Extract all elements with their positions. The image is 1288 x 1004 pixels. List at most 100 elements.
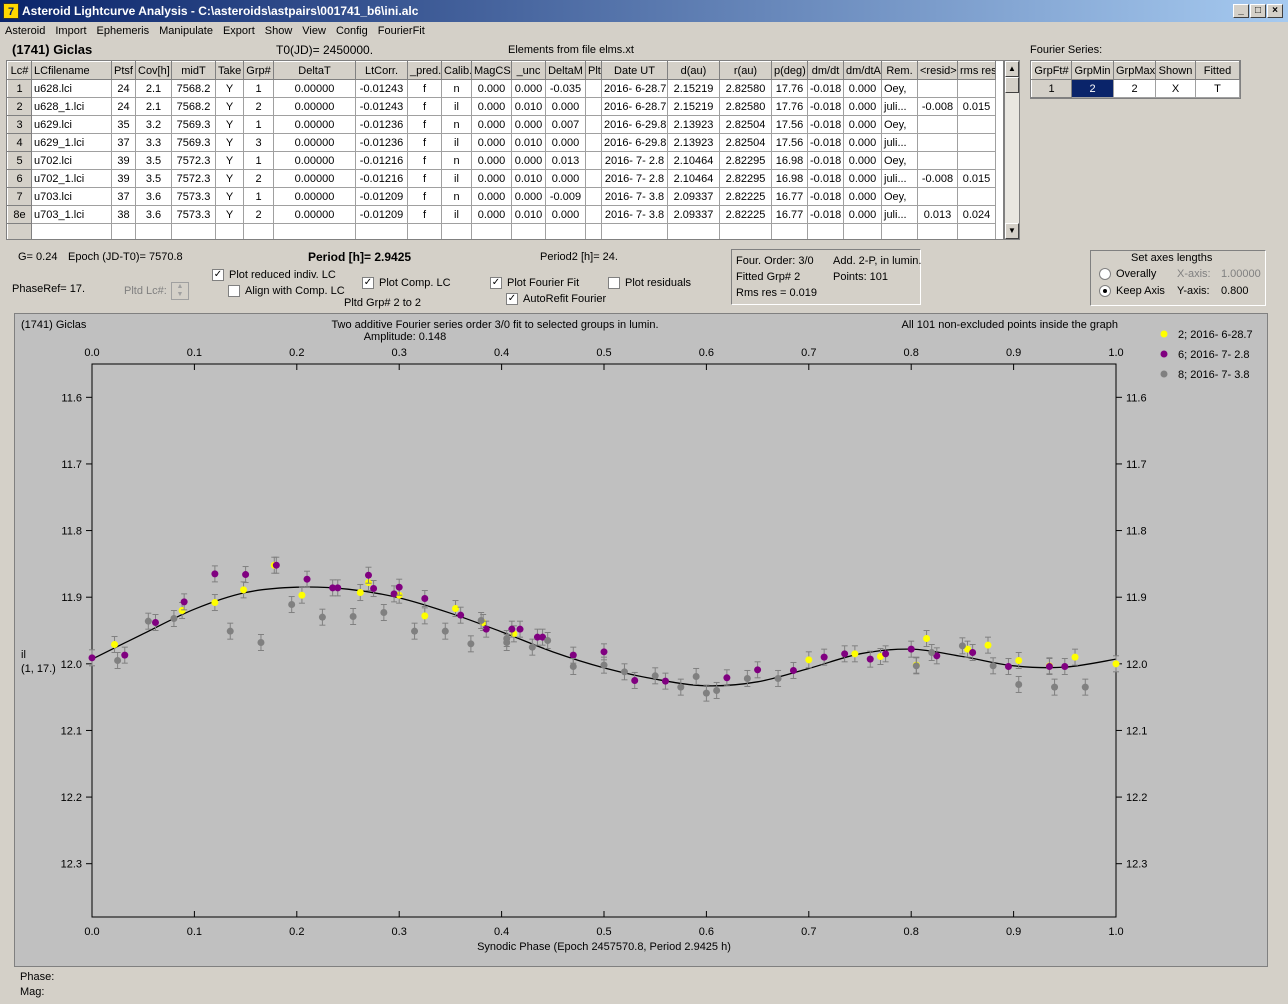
column-header[interactable]: Rem. [881,61,918,80]
column-header[interactable]: d(au) [667,61,720,80]
table-cell[interactable]: 1 [243,115,274,134]
table-cell[interactable]: 0.000 [471,115,512,134]
table-cell[interactable]: 2 [243,205,274,224]
table-cell[interactable]: 7572.3 [171,151,216,170]
table-cell[interactable]: 37 [111,187,136,206]
table-cell[interactable]: 2.82225 [719,187,772,206]
table-cell[interactable]: n [441,79,472,98]
column-header[interactable]: _unc [511,61,546,80]
table-cell[interactable]: -0.018 [807,115,844,134]
table-cell[interactable]: 7568.2 [171,97,216,116]
table-cell[interactable] [585,169,602,188]
table-cell[interactable]: 2.10464 [667,169,720,188]
table-cell[interactable]: f [407,187,442,206]
fourier-cell[interactable]: T [1195,79,1240,98]
table-cell[interactable]: 0.000 [843,133,882,152]
table-row[interactable]: 7 u703.lci 37 3.6 7573.3 Y 1 0.00000 -0.01209 f n 0… [7,187,996,206]
table-cell[interactable]: 0.000 [545,205,586,224]
table-cell[interactable]: -0.018 [807,169,844,188]
row-header[interactable]: 7 [7,187,32,206]
table-cell[interactable]: f [407,151,442,170]
table-cell[interactable]: 17.76 [771,79,808,98]
row-header[interactable]: 1 [7,79,32,98]
table-row[interactable]: 6 u702_1.lci 39 3.5 7572.3 Y 2 0.00000 -0.01216 f… [7,169,996,188]
table-cell[interactable]: -0.008 [917,169,958,188]
table-cell[interactable]: -0.018 [807,187,844,206]
table-cell[interactable]: 37 [111,133,136,152]
menu-export[interactable]: Export [222,25,255,37]
scroll-thumb[interactable] [1005,77,1019,93]
table-cell[interactable]: u629_1.lci [31,133,112,152]
row-header[interactable]: 6 [7,169,32,188]
table-cell[interactable] [957,115,996,134]
menu-view[interactable]: View [302,25,326,37]
table-cell[interactable] [917,187,958,206]
table-cell[interactable]: 2.1 [135,97,172,116]
column-header[interactable]: <resid> [917,61,958,80]
table-cell[interactable]: -0.01216 [355,169,408,188]
table-cell[interactable]: 2016- 7- 2.8 [601,169,668,188]
fourier-cell[interactable]: X [1155,79,1196,98]
table-cell[interactable]: 7573.3 [171,205,216,224]
menu-fourierfit[interactable]: FourierFit [377,25,425,37]
table-row[interactable]: 3 u629.lci 35 3.2 7569.3 Y 1 0.00000 -0.01236 f n 0… [7,115,996,134]
table-cell[interactable]: 0.010 [511,205,546,224]
table-cell[interactable]: 0.007 [545,115,586,134]
table-cell[interactable]: 0.000 [511,115,546,134]
row-header[interactable]: 4 [7,133,32,152]
row-header[interactable]: 5 [7,151,32,170]
table-cell[interactable]: 0.00000 [273,97,356,116]
table-cell[interactable]: Oey, [881,79,918,98]
table-cell[interactable]: il [441,133,472,152]
table-cell[interactable]: 2.82225 [719,205,772,224]
close-button[interactable]: × [1267,4,1283,18]
table-cell[interactable]: 2 [243,169,274,188]
menu-config[interactable]: Config [335,25,368,37]
table-cell[interactable] [585,133,602,152]
fourier-cell[interactable]: 2 [1071,79,1114,98]
table-cell[interactable]: 0.000 [545,169,586,188]
table-cell[interactable]: 2.13923 [667,115,720,134]
column-header[interactable]: rms res [957,61,996,80]
table-cell[interactable]: 0.000 [511,151,546,170]
overally-radio[interactable]: Overally [1099,268,1156,281]
column-header[interactable]: Plt [585,61,602,80]
table-cell[interactable]: Oey, [881,151,918,170]
table-cell[interactable]: Y [215,169,244,188]
table-cell[interactable]: -0.018 [807,79,844,98]
menu-show[interactable]: Show [264,25,293,37]
plot-reduced-checkbox[interactable]: ✓ Plot reduced indiv. LC [212,269,336,282]
table-cell[interactable]: Y [215,151,244,170]
table-cell[interactable]: 2016- 7- 3.8 [601,205,668,224]
table-cell[interactable] [917,79,958,98]
table-cell[interactable]: 2.82295 [719,151,772,170]
table-cell[interactable]: u703.lci [31,187,112,206]
table-cell[interactable]: Y [215,205,244,224]
table-cell[interactable]: 24 [111,97,136,116]
table-cell[interactable] [957,133,996,152]
table-cell[interactable]: 2 [243,97,274,116]
table-cell[interactable]: 2.82295 [719,169,772,188]
autorefit-checkbox[interactable]: ✓ AutoRefit Fourier [506,293,607,306]
table-cell[interactable]: -0.008 [917,97,958,116]
table-cell[interactable]: juli... [881,205,918,224]
table-cell[interactable]: 3.3 [135,133,172,152]
table-cell[interactable]: 1 [243,151,274,170]
table-cell[interactable]: 3.6 [135,187,172,206]
column-header[interactable]: Calib. [441,61,472,80]
table-cell[interactable] [957,79,996,98]
column-header[interactable]: r(au) [719,61,772,80]
table-cell[interactable]: 2016- 7- 3.8 [601,187,668,206]
table-cell[interactable]: juli... [881,133,918,152]
table-cell[interactable]: 16.98 [771,151,808,170]
table-cell[interactable]: 0.000 [843,115,882,134]
table-cell[interactable]: 0.010 [511,169,546,188]
table-cell[interactable]: juli... [881,97,918,116]
table-cell[interactable]: u629.lci [31,115,112,134]
table-cell[interactable]: il [441,205,472,224]
table-cell[interactable]: 0.000 [843,169,882,188]
table-row[interactable]: 1 u628.lci 24 2.1 7568.2 Y 1 0.00000 -0.01243 f n 0… [7,79,996,98]
table-cell[interactable]: -0.018 [807,151,844,170]
table-cell[interactable]: -0.01243 [355,79,408,98]
table-cell[interactable]: 0.000 [471,187,512,206]
